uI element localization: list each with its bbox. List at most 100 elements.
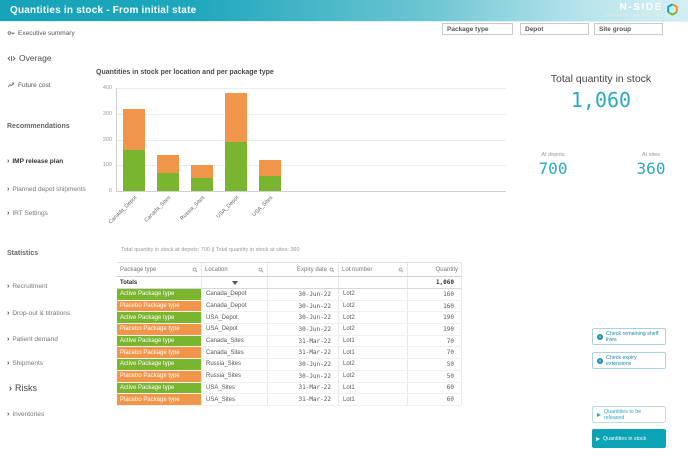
cell-package-type: Placebo Package type: [117, 324, 202, 335]
kpi-total-value: 1,060: [570, 88, 632, 112]
column-header-location[interactable]: Location: [202, 263, 268, 276]
sidebar-item-drop-out-titrations[interactable]: › Drop-out & titrations: [7, 310, 71, 317]
y-tick-label: 300: [102, 110, 112, 117]
search-icon[interactable]: [398, 267, 404, 273]
sidebar-item-overage[interactable]: Overage: [7, 53, 52, 63]
y-tick-label: 400: [102, 85, 112, 91]
bar-usa_depot-active: [225, 142, 247, 191]
app-header: Quantities in stock - From initial state…: [0, 0, 688, 22]
sidebar-item-irt-settings[interactable]: › IRT Settings: [7, 210, 48, 217]
column-header-expiry-date[interactable]: Expiry date: [268, 263, 339, 276]
totals-value: 1,060: [435, 279, 454, 286]
depot-filter-input[interactable]: [520, 23, 589, 35]
sidebar-section-statistics: Statistics: [7, 250, 39, 257]
table-row[interactable]: Active Package type Canada_Depot 30-Jun-22…: [117, 289, 462, 301]
cell-location: Canada_Depot: [202, 300, 268, 312]
chevron-right-icon: ›: [7, 360, 10, 367]
cell-expiry-date: 31-Mar-22: [268, 394, 339, 405]
table-row[interactable]: Placebo Package type USA_Depot 30-Jun-22 Lo…: [117, 324, 462, 336]
cell-expiry-date: 30-Jun-22: [268, 289, 339, 300]
cell-lot-number: Lot1: [339, 335, 408, 347]
bar-canada_sites-placebo: [157, 154, 179, 173]
cell-expiry-date: 30-Jun-22: [268, 359, 339, 370]
cell-lot-number: Lot2: [339, 300, 408, 312]
cell-quantity: 50: [408, 370, 462, 382]
column-header-quantity[interactable]: Quantity: [408, 263, 462, 276]
cell-location: USA_Depot: [202, 312, 268, 324]
sidebar-item-planned-depot-shipments[interactable]: › Planned depot shipments: [7, 186, 86, 193]
nside-logo-tagline: OPTIMIZING YOUR DECISIONS: [606, 13, 663, 17]
cell-quantity: 190: [408, 324, 462, 335]
quantities-in-stock-button[interactable]: Quantities in stock: [592, 429, 666, 448]
chart-title: Quantities in stock per location and per…: [96, 69, 274, 76]
cell-package-type: Placebo Package type: [117, 347, 202, 359]
table-row[interactable]: Active Package type USA_Depot 30-Jun-22 Lot…: [117, 312, 462, 325]
chevron-right-icon: ›: [7, 158, 10, 165]
totals-label: Totals: [120, 279, 138, 286]
line-chart-icon: [7, 81, 15, 89]
cell-lot-number: Lot1: [339, 394, 408, 405]
chevron-right-icon: ›: [7, 310, 10, 317]
cell-location: Canada_Sites: [202, 335, 268, 347]
bar-canada_depot-active: [123, 149, 145, 191]
sidebar-item-patient-demand[interactable]: › Patient demand: [7, 336, 58, 343]
table-header-row: Package type Location Expiry date Lot nu…: [117, 262, 462, 277]
cell-package-type: Placebo Package type: [117, 300, 202, 312]
cell-package-type: Active Package type: [117, 312, 202, 324]
chevron-right-icon: ›: [7, 336, 10, 343]
table-row[interactable]: Placebo Package type Canada_Sites 31-Mar-2…: [117, 347, 462, 360]
cell-location: Russia_Sites: [202, 359, 268, 370]
table-row[interactable]: Active Package type Canada_Sites 31-Mar-22…: [117, 335, 462, 348]
check-shelf-lives-button[interactable]: i Check remaining shelf lives: [592, 328, 666, 345]
sidebar-item-inventories[interactable]: › Inventories: [7, 411, 45, 418]
kpi-title: Total quantity in stock: [550, 73, 652, 85]
sidebar-item-future-cost[interactable]: Future cost: [7, 81, 51, 89]
search-icon[interactable]: [258, 267, 264, 273]
package-type-filter-input[interactable]: [442, 23, 513, 35]
site-group-filter-input[interactable]: [594, 23, 663, 35]
sidebar-item-risks[interactable]: › Risks: [9, 382, 37, 393]
cell-package-type: Active Package type: [117, 335, 202, 347]
key-icon: [7, 29, 15, 37]
cell-package-type: Active Package type: [117, 382, 202, 394]
table-row[interactable]: Placebo Package type USA_Sites 31-Mar-22 Lo…: [117, 394, 462, 406]
cell-quantity: 60: [408, 394, 462, 405]
cell-expiry-date: 30-Jun-22: [268, 324, 339, 335]
cell-lot-number: Lot2: [339, 359, 408, 370]
search-icon[interactable]: [329, 267, 335, 273]
search-icon[interactable]: [192, 267, 198, 273]
table-row[interactable]: Placebo Package type Russia_Sites 30-Jun-2…: [117, 370, 462, 383]
sidebar-item-shipments[interactable]: › Shipments: [7, 360, 44, 367]
table-row[interactable]: Placebo Package type Canada_Depot 30-Jun-2…: [117, 300, 462, 313]
cell-package-type: Active Package type: [117, 359, 202, 370]
cell-location: Canada_Sites: [202, 347, 268, 359]
table-row[interactable]: Active Package type Russia_Sites 30-Jun-22…: [117, 359, 462, 371]
cell-lot-number: Lot2: [339, 312, 408, 324]
gridline: [117, 165, 506, 167]
overage-icon: [7, 54, 16, 63]
gridline: [117, 113, 506, 115]
play-icon: [596, 436, 600, 441]
table-row[interactable]: Active Package type USA_Sites 31-Mar-22 Lot…: [117, 382, 462, 395]
bar-russia_sites-placebo: [191, 165, 213, 179]
chevron-right-icon: ›: [7, 411, 10, 418]
nside-logo: N-SIDE OPTIMIZING YOUR DECISIONS: [606, 2, 679, 17]
nside-logo-mark-icon: [666, 3, 679, 16]
sidebar-item-recruitment[interactable]: › Recruitment: [7, 283, 48, 290]
bar-usa_sites-placebo: [259, 160, 281, 176]
cell-quantity: 70: [408, 335, 462, 347]
column-header-lot-number[interactable]: Lot number: [339, 263, 408, 276]
y-tick-label: 200: [102, 136, 112, 143]
sidebar-item-executive-summary[interactable]: Executive summary: [7, 29, 75, 37]
cell-location: USA_Depot: [202, 324, 268, 335]
column-header-package-type[interactable]: Package type: [117, 263, 202, 276]
check-expiry-extensions-button[interactable]: i Check expiry extensions: [592, 352, 666, 369]
cell-quantity: 50: [408, 359, 462, 370]
cell-package-type: Placebo Package type: [117, 394, 202, 405]
nside-logo-text: N-SIDE: [619, 2, 663, 13]
quantities-to-be-released-button[interactable]: Quantities to be released: [592, 406, 666, 423]
sidebar-item-imp-release-plan[interactable]: › IMP release plan: [7, 158, 64, 165]
column-dropdown-icon[interactable]: [231, 280, 238, 285]
y-tick-label: 0: [108, 188, 112, 194]
chart-plot: Canada_Depot Canada_Sites Russia_Sites USA_…: [108, 88, 506, 225]
